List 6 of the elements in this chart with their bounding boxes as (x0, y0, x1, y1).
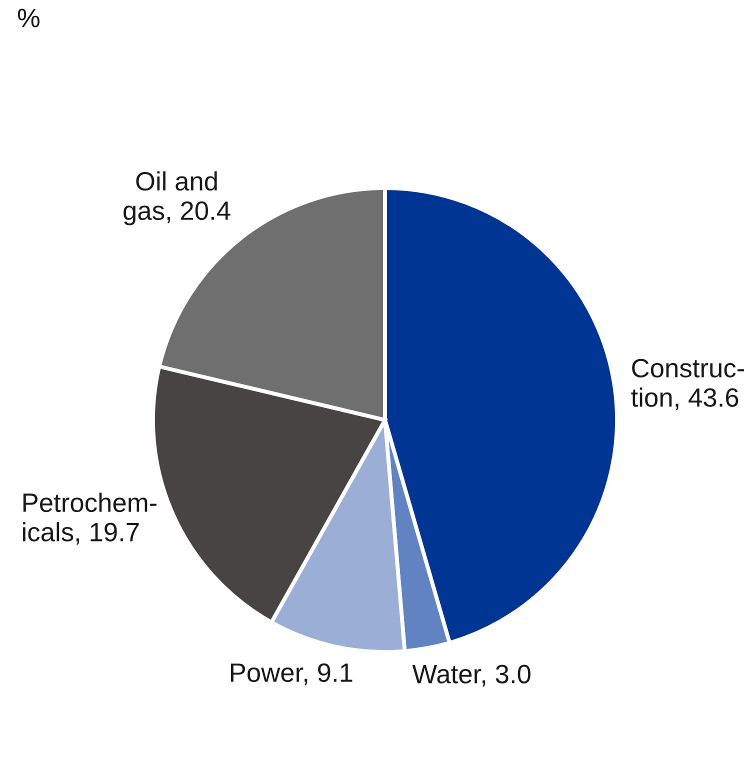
slice-label: Water, 3.0 (412, 664, 530, 687)
text: % (18, 8, 40, 28)
slice-label: Petrochem- icals, 19.7 (23, 492, 156, 545)
slice-label: Power, 9.1 (230, 663, 352, 686)
slice-label: Oil and gas, 20.4 (124, 171, 230, 226)
slice-label: Construc- tion, 43.6 (631, 358, 744, 410)
